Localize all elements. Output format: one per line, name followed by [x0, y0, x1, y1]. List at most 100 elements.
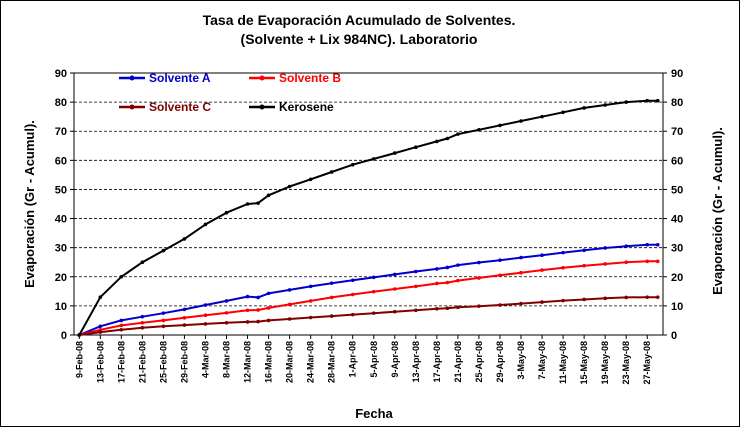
data-point: [519, 255, 523, 260]
data-point: [350, 162, 355, 167]
y-tick-label: 70: [55, 126, 67, 138]
y-tick-label: 30: [671, 243, 683, 255]
data-point: [371, 157, 376, 161]
data-point: [224, 320, 229, 325]
x-tick-label: 9-Apr-08: [390, 341, 400, 378]
legend-item: Solvente C: [119, 100, 211, 114]
data-point: [308, 284, 313, 289]
data-point: [456, 278, 460, 283]
x-tick-label: 27-May-08: [642, 341, 652, 385]
data-point: [498, 273, 502, 278]
data-point: [266, 193, 271, 198]
x-tick-label: 29-Apr-08: [495, 341, 505, 383]
data-point: [603, 246, 607, 250]
data-point: [603, 296, 607, 301]
y-tick-label: 80: [671, 97, 683, 109]
legend: Solvente A Solvente B Solvente C Kerosene: [119, 71, 341, 114]
x-tick-label: 25-Feb-08: [158, 341, 168, 383]
x-tick-label: 17-Apr-08: [432, 341, 442, 383]
legend-label: Solvente A: [149, 71, 211, 85]
data-point: [371, 275, 376, 280]
data-point: [119, 323, 124, 328]
data-point: [140, 325, 145, 330]
data-point: [624, 260, 628, 265]
x-tick-label: 19-May-08: [600, 341, 610, 385]
data-point: [119, 274, 124, 279]
y-axis-title-left: Evaporación (Gr - Acumul).: [22, 120, 37, 288]
data-point: [603, 262, 607, 266]
data-point: [519, 270, 523, 275]
x-tick-label: 28-Mar-08: [327, 341, 337, 383]
data-point: [203, 313, 208, 318]
data-point: [329, 295, 334, 300]
data-point: [414, 269, 418, 274]
data-point: [287, 317, 292, 321]
data-point: [161, 324, 166, 329]
series-solvente-a: [77, 242, 660, 337]
data-point: [392, 309, 397, 314]
y-tick-label: 20: [55, 272, 67, 284]
data-point: [477, 304, 481, 308]
data-point: [414, 145, 418, 150]
data-point: [456, 132, 460, 136]
data-point: [445, 280, 450, 285]
data-point: [561, 110, 565, 115]
x-axis-title: Fecha: [355, 406, 393, 421]
data-point: [477, 276, 481, 280]
data-point: [287, 302, 292, 307]
data-point: [329, 314, 334, 318]
y-tick-label: 0: [61, 330, 67, 342]
data-point: [540, 300, 544, 304]
data-point: [655, 98, 660, 103]
data-point: [329, 170, 334, 174]
data-point: [119, 327, 124, 332]
data-point: [582, 106, 586, 110]
data-point: [392, 151, 397, 155]
data-point: [498, 303, 502, 307]
data-point: [161, 311, 166, 315]
data-point: [98, 295, 103, 299]
x-axis: 9-Feb-08 13-Feb-08 17-Feb-08 21-Feb-08 25-Fe…: [74, 335, 652, 385]
data-point: [624, 244, 628, 249]
y-tick-label: 80: [55, 97, 67, 109]
data-point: [498, 123, 502, 128]
data-point: [456, 305, 460, 310]
gridlines: [74, 101, 663, 307]
data-point: [655, 259, 660, 264]
data-point: [540, 114, 544, 119]
data-point: [445, 306, 450, 311]
data-point: [256, 319, 260, 324]
data-point: [140, 320, 145, 325]
data-point: [445, 136, 450, 141]
data-point: [645, 295, 650, 299]
data-point: [645, 259, 650, 264]
data-point: [624, 295, 628, 300]
chart-subtitle: (Solvente + Lix 984NC). Laboratorio: [241, 31, 478, 47]
data-point: [308, 315, 313, 320]
y-tick-label: 40: [671, 214, 683, 226]
data-point: [582, 297, 586, 302]
data-point: [435, 267, 439, 271]
data-point: [477, 127, 481, 132]
data-point: [498, 258, 502, 262]
data-point: [445, 265, 450, 270]
data-point: [224, 311, 229, 315]
data-point: [561, 250, 565, 255]
legend-label: Kerosene: [279, 100, 334, 114]
series-kerosene: [77, 98, 660, 337]
legend-marker: [259, 104, 265, 110]
x-tick-label: 5-Apr-08: [369, 341, 379, 378]
data-point: [140, 260, 145, 265]
data-point: [392, 287, 397, 291]
data-point: [182, 237, 187, 241]
data-point: [287, 288, 292, 292]
x-tick-label: 13-Apr-08: [411, 341, 421, 383]
x-tick-label: 11-May-08: [558, 341, 568, 384]
series-group: [77, 98, 660, 337]
data-point: [435, 139, 439, 144]
x-tick-label: 17-Feb-08: [116, 341, 126, 383]
legend-label: Solvente C: [149, 100, 211, 114]
legend-marker: [129, 104, 135, 110]
y-tick-label: 70: [671, 126, 683, 138]
